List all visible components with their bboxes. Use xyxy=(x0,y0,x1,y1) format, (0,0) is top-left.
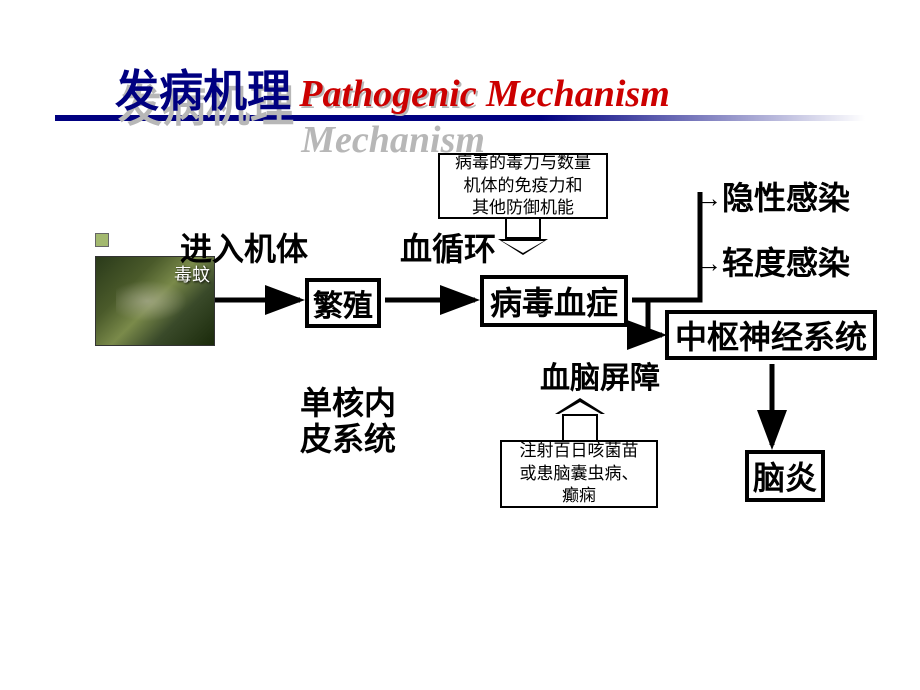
title-chinese: 发病机理 发病机理 xyxy=(115,67,303,116)
title-english: Pathogenic Mechanism Pathogenic Mechanis… xyxy=(299,72,670,116)
